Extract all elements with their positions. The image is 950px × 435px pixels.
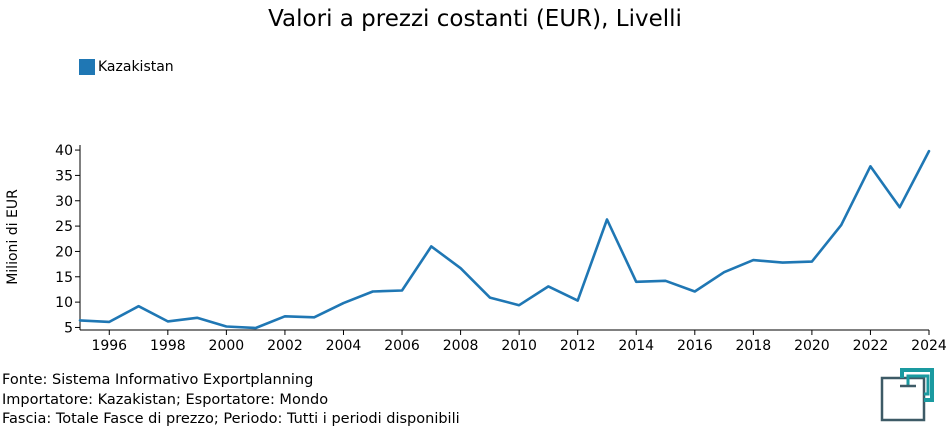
x-tick-label: 2010 [501,338,537,354]
legend: Kazakistan [79,59,174,75]
axes: 5 10 15 20 25 30 35 40 1996 1998 2000 2002 2004 2006 2… [55,143,947,354]
x-tick-label: 2020 [794,338,830,354]
x-tick-label: 2000 [209,338,245,354]
x-tick-label: 2024 [911,338,947,354]
y-tick-label: 25 [55,219,73,235]
x-tick-label: 2018 [736,338,772,354]
y-tick-label: 10 [55,295,73,311]
y-tick-label: 5 [64,320,73,336]
chart-title: Valori a prezzi costanti (EUR), Livelli [268,6,682,32]
footer-range: Fascia: Totale Fasce di prezzo; Periodo:… [2,411,460,427]
x-tick-label: 2006 [384,338,420,354]
x-tick-label: 2014 [618,338,654,354]
footer-importer: Importatore: Kazakistan; Esportatore: Mo… [2,391,329,408]
footer: Fonte: Sistema Informativo Exportplannin… [2,371,460,430]
x-tick-label: 2004 [326,338,362,354]
x-tick-label: 2012 [560,338,596,354]
x-tick-label: 2002 [267,338,303,354]
y-axis-label: Milioni di EUR [5,189,21,285]
y-tick-label: 15 [55,270,73,286]
y-tick-label: 35 [55,168,73,184]
y-tick-label: 30 [55,194,73,210]
y-tick-label: 40 [55,143,73,159]
y-tick-label: 20 [55,244,73,260]
x-tick-label: 2008 [443,338,479,354]
x-tick-label: 2016 [677,338,713,354]
x-tick-label: 1998 [150,338,186,354]
legend-swatch [79,59,95,75]
legend-label: Kazakistan [98,59,174,75]
series-line [78,149,931,330]
x-tick-label: 1996 [91,338,127,354]
series-layer [78,149,931,330]
footer-source: Fonte: Sistema Informativo Exportplannin… [2,372,314,388]
exportplanning-logo-icon [880,368,934,422]
x-tick-label: 2022 [853,338,889,354]
